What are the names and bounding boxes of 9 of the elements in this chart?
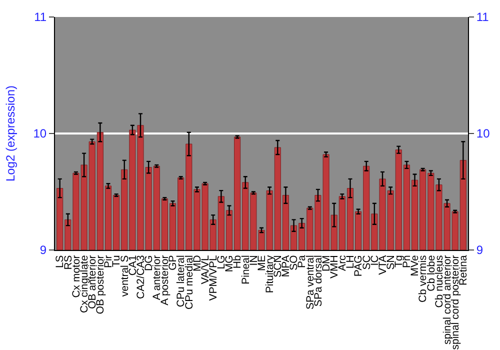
x-tick-label: Tg — [393, 255, 406, 268]
y2-tick-label: 10 — [476, 126, 490, 141]
y-tick-label: 10 — [33, 126, 47, 141]
y-tick-label: 11 — [34, 10, 47, 24]
y-axis-title: Log2 (expression) — [4, 85, 18, 182]
y2-tick-label: 9 — [476, 243, 484, 258]
x-tick-label: Retina — [458, 255, 470, 286]
y-tick-label: 9 — [40, 243, 47, 258]
y2-tick-label: 11 — [476, 10, 490, 24]
